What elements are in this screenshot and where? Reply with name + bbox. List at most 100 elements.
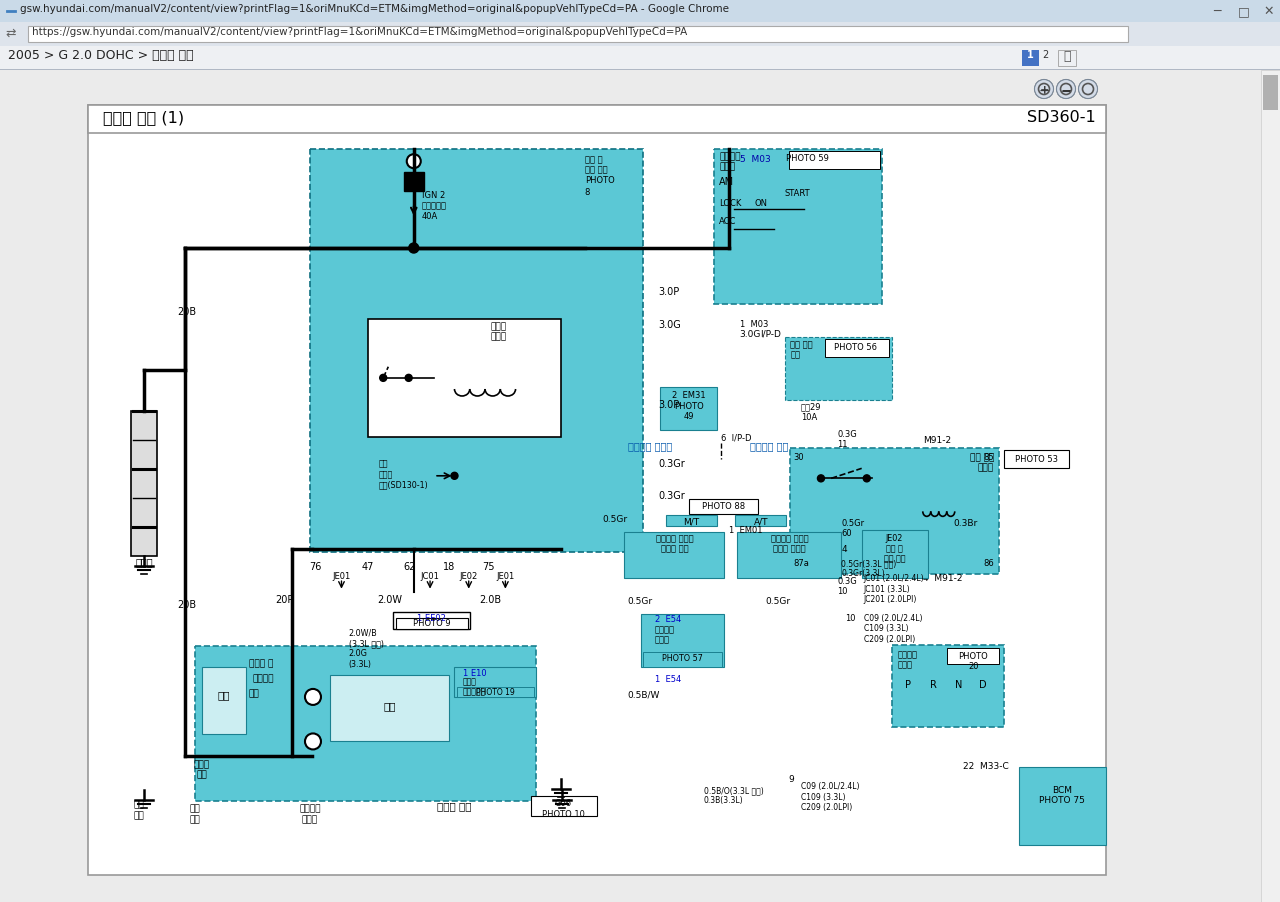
Text: IGN 2
퓨즈블링크
40A: IGN 2 퓨즈블링크 40A <box>422 191 447 221</box>
Text: 9: 9 <box>788 775 794 784</box>
Text: 엔진 룸
정션 박스: 엔진 룸 정션 박스 <box>585 155 608 175</box>
Text: 1  M03: 1 M03 <box>740 320 768 329</box>
Text: 0.5Gr: 0.5Gr <box>603 515 627 524</box>
Text: 마그네틱: 마그네틱 <box>253 675 274 684</box>
Text: 1  E54: 1 E54 <box>655 675 681 684</box>
Text: 3.0P: 3.0P <box>658 400 680 410</box>
Text: ⇄: ⇄ <box>5 27 15 40</box>
Text: JC01 (2.0L/2.4L)
JC101 (3.3L)
JC201 (2.0LPI): JC01 (2.0L/2.4L) JC101 (3.3L) JC201 (2.0… <box>864 575 924 604</box>
Text: 20B: 20B <box>178 601 197 611</box>
Text: 0.5Gr
60: 0.5Gr 60 <box>841 519 864 538</box>
Bar <box>736 515 786 526</box>
Text: 0.3Gr: 0.3Gr <box>658 459 685 469</box>
Text: 레버: 레버 <box>248 689 260 698</box>
Text: P: P <box>905 680 911 690</box>
Bar <box>0 69 1280 70</box>
Text: BCM
PHOTO 75: BCM PHOTO 75 <box>1039 786 1085 805</box>
Bar <box>88 105 1106 133</box>
Bar <box>1004 450 1069 468</box>
Text: M/T: M/T <box>684 518 700 527</box>
Text: https://gsw.hyundai.com/manualV2/content/view?printFlag=1&oriMnuKCd=ETM&imgMetho: https://gsw.hyundai.com/manualV2/content… <box>32 27 687 37</box>
Text: 스타트 모터: 스타트 모터 <box>438 801 472 811</box>
Text: 실내 정션
박스: 실내 정션 박스 <box>790 340 813 360</box>
Text: 스타트
솔레노이드: 스타트 솔레노이드 <box>462 676 485 696</box>
Text: ─: ─ <box>1213 5 1221 18</box>
Text: 6  I/P-D: 6 I/P-D <box>721 434 751 443</box>
Text: 22  M33-C: 22 M33-C <box>964 762 1009 771</box>
Text: −: − <box>1060 84 1071 98</box>
Text: 피니언
기어: 피니언 기어 <box>195 760 210 779</box>
Bar <box>310 150 643 552</box>
Bar <box>88 105 1106 875</box>
Bar <box>737 532 841 578</box>
Bar <box>0 0 1280 22</box>
Text: 3.0G: 3.0G <box>658 320 681 330</box>
Text: 2.0B: 2.0B <box>479 594 502 604</box>
Circle shape <box>305 733 321 750</box>
Circle shape <box>451 473 458 479</box>
Text: G06
PHOTO 10: G06 PHOTO 10 <box>541 799 585 819</box>
Bar <box>393 612 470 629</box>
Text: 30: 30 <box>794 454 804 463</box>
Bar <box>625 532 724 578</box>
Text: 47: 47 <box>362 562 374 572</box>
Text: 0.5Gr: 0.5Gr <box>627 597 653 606</box>
Text: ON: ON <box>754 199 767 208</box>
Text: PHOTO 19: PHOTO 19 <box>476 688 515 697</box>
Text: N: N <box>955 680 961 690</box>
Circle shape <box>1079 79 1097 98</box>
Text: 전지
배분도
참조(SD130-1): 전지 배분도 참조(SD130-1) <box>378 459 428 489</box>
Text: JE02: JE02 <box>460 572 477 581</box>
Text: ✕: ✕ <box>1263 5 1274 18</box>
Text: 퓨즈29
10A: 퓨즈29 10A <box>800 402 820 422</box>
Text: 스타팅 회로 (1): 스타팅 회로 (1) <box>102 110 184 125</box>
Text: 75: 75 <box>481 562 494 572</box>
Text: 2.0W: 2.0W <box>376 594 402 604</box>
Text: JE01: JE01 <box>333 572 351 581</box>
Bar <box>28 26 1128 42</box>
Bar <box>786 337 892 400</box>
Circle shape <box>407 154 421 168</box>
Bar <box>892 645 1005 727</box>
Bar <box>947 648 1000 664</box>
Text: 8: 8 <box>585 188 590 197</box>
Circle shape <box>1034 79 1053 98</box>
Text: 플라이 휠: 플라이 휠 <box>248 660 273 668</box>
Text: −: − <box>1061 86 1071 99</box>
Text: 18: 18 <box>443 562 456 572</box>
Text: 85: 85 <box>984 454 995 463</box>
Text: START: START <box>785 189 810 198</box>
Text: R: R <box>929 680 937 690</box>
Circle shape <box>380 374 387 382</box>
Text: gsw.hyundai.com/manualV2/content/view?printFlag=1&oriMnuKCd=ETM&imgMethod=origin: gsw.hyundai.com/manualV2/content/view?pr… <box>20 4 730 14</box>
Text: 2005 > G 2.0 DOHC > 스타팅 회로: 2005 > G 2.0 DOHC > 스타팅 회로 <box>8 49 193 62</box>
Text: PHOTO 59: PHOTO 59 <box>794 152 835 161</box>
Bar <box>826 339 890 357</box>
Text: A/T: A/T <box>754 518 768 527</box>
Text: 도난 방지
릴레이: 도난 방지 릴레이 <box>970 454 995 473</box>
Text: 20B: 20B <box>178 308 197 318</box>
Bar <box>1261 70 1280 902</box>
Text: 2: 2 <box>1042 50 1048 60</box>
Text: 2  E54: 2 E54 <box>655 615 681 624</box>
Text: +: + <box>1039 85 1048 95</box>
Text: 스타트
릴레이: 스타트 릴레이 <box>490 322 506 342</box>
Text: 87a: 87a <box>794 559 809 568</box>
Text: C09 (2.0L/2.4L)
C109 (3.3L)
C209 (2.0LPI): C09 (2.0L/2.4L) C109 (3.3L) C209 (2.0LPI… <box>800 782 859 812</box>
Text: D: D <box>979 680 987 690</box>
Bar <box>454 667 536 697</box>
Bar <box>0 22 1280 46</box>
Bar <box>660 387 717 429</box>
Text: PHOTO
20: PHOTO 20 <box>959 652 988 671</box>
Text: C09 (2.0L/2.4L)
C109 (3.3L)
C209 (2.0LPI): C09 (2.0L/2.4L) C109 (3.3L) C209 (2.0LPI… <box>864 614 922 644</box>
Text: JE01: JE01 <box>497 572 515 581</box>
Text: PHOTO 59: PHOTO 59 <box>786 154 828 163</box>
Bar <box>1019 768 1106 845</box>
Text: 20R: 20R <box>275 594 294 604</box>
Bar <box>1059 50 1076 66</box>
Text: JC01: JC01 <box>421 572 439 581</box>
Circle shape <box>1056 79 1075 98</box>
Text: PHOTO: PHOTO <box>585 176 614 185</box>
Circle shape <box>818 474 824 482</box>
Text: 모터: 모터 <box>383 701 396 711</box>
